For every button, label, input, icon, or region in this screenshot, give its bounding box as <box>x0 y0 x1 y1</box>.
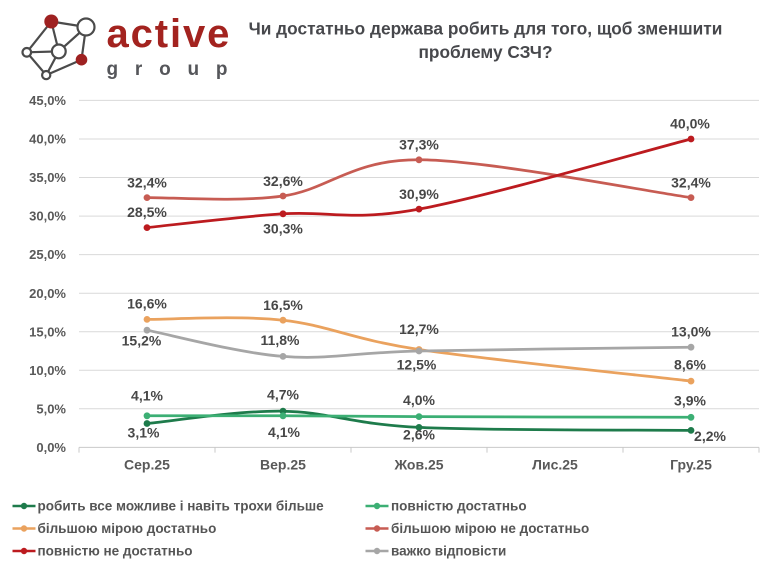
svg-text:Лис.25: Лис.25 <box>532 457 578 473</box>
svg-text:3,9%: 3,9% <box>674 392 706 408</box>
svg-text:13,0%: 13,0% <box>671 323 711 339</box>
svg-text:40,0%: 40,0% <box>670 115 710 131</box>
svg-text:2,6%: 2,6% <box>403 426 435 442</box>
svg-text:40,0%: 40,0% <box>29 132 66 147</box>
svg-text:Жов.25: Жов.25 <box>393 457 443 473</box>
svg-text:3,1%: 3,1% <box>128 424 160 440</box>
svg-text:Сер.25: Сер.25 <box>124 457 170 473</box>
svg-text:повністю достатньо: повністю достатньо <box>391 499 527 514</box>
svg-text:12,5%: 12,5% <box>397 356 437 372</box>
svg-text:32,4%: 32,4% <box>127 174 167 190</box>
svg-text:8,6%: 8,6% <box>674 356 706 372</box>
svg-text:32,4%: 32,4% <box>671 174 711 190</box>
svg-text:active: active <box>107 12 232 56</box>
svg-text:28,5%: 28,5% <box>127 204 167 220</box>
svg-text:group: group <box>107 59 245 80</box>
svg-text:проблему СЗЧ?: проблему СЗЧ? <box>418 42 552 62</box>
svg-text:4,1%: 4,1% <box>268 424 300 440</box>
svg-text:5,0%: 5,0% <box>36 401 66 416</box>
svg-text:15,0%: 15,0% <box>29 324 66 339</box>
svg-text:повністю не достатньо: повністю не достатньо <box>38 544 193 559</box>
svg-text:4,1%: 4,1% <box>131 387 163 403</box>
svg-text:11,8%: 11,8% <box>261 332 300 348</box>
svg-text:Гру.25: Гру.25 <box>670 457 712 473</box>
svg-text:30,3%: 30,3% <box>263 220 303 236</box>
svg-text:більшою мірою достатньо: більшою мірою достатньо <box>38 521 217 536</box>
svg-text:4,0%: 4,0% <box>403 392 435 408</box>
svg-text:15,2%: 15,2% <box>122 332 162 348</box>
svg-text:2,2%: 2,2% <box>694 428 726 444</box>
svg-text:Вер.25: Вер.25 <box>260 457 306 473</box>
svg-text:16,5%: 16,5% <box>263 297 303 313</box>
svg-text:35,0%: 35,0% <box>29 170 66 185</box>
svg-text:10,0%: 10,0% <box>29 363 66 378</box>
svg-text:30,9%: 30,9% <box>399 186 439 202</box>
svg-text:16,6%: 16,6% <box>127 295 167 311</box>
svg-text:більшою мірою не достатньо: більшою мірою не достатньо <box>391 521 589 536</box>
svg-text:45,0%: 45,0% <box>29 93 66 108</box>
svg-text:32,6%: 32,6% <box>263 173 303 189</box>
svg-text:робить все можливе і навіть т: робить все можливе і навіть трохи більше <box>38 499 325 514</box>
svg-text:30,0%: 30,0% <box>29 209 66 224</box>
svg-text:25,0%: 25,0% <box>29 247 66 262</box>
svg-text:12,7%: 12,7% <box>399 321 439 337</box>
svg-text:20,0%: 20,0% <box>29 286 66 301</box>
svg-text:важко відповісти: важко відповісти <box>391 544 506 559</box>
svg-text:Чи достатньо держава робить дл: Чи достатньо держава робить для того, що… <box>249 19 723 39</box>
svg-text:37,3%: 37,3% <box>399 136 439 152</box>
svg-text:4,7%: 4,7% <box>267 386 299 402</box>
svg-text:0,0%: 0,0% <box>36 440 66 455</box>
